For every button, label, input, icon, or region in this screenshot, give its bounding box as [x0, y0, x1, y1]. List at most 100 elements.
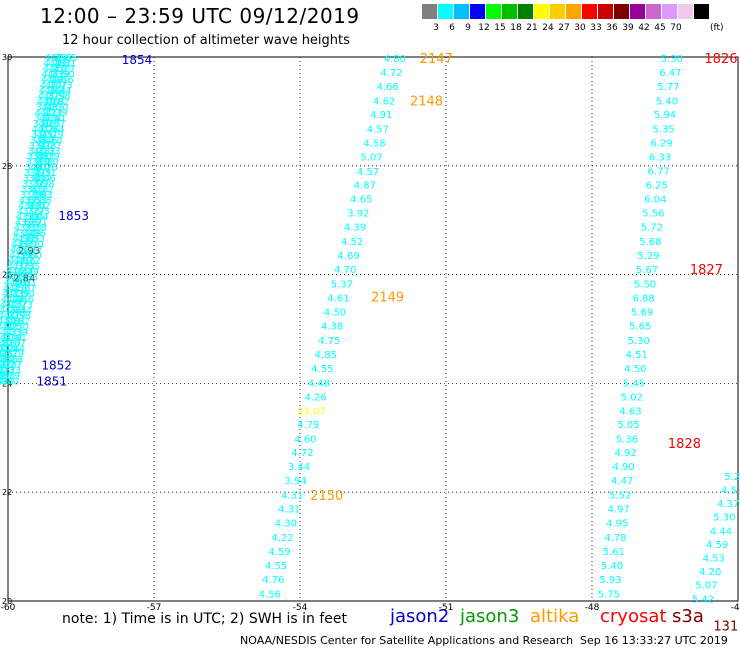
jason2-swh-value: 4.26: [35, 163, 57, 174]
altika-swh-value: 4.55: [265, 561, 287, 572]
altika-swh-value: 4.69: [338, 251, 360, 262]
scale-swatch: [438, 4, 453, 19]
jason2-swh-value: 4.73: [12, 261, 34, 272]
x-tick-label: -48: [585, 603, 600, 613]
cryosat-swh-value: 5.52: [609, 490, 631, 501]
jason2-swh-value: 3.93: [32, 152, 54, 163]
jason2-swh-value: 4.44: [6, 267, 28, 278]
jason2-gray-value: 2.93: [18, 246, 40, 257]
scale-label: 9: [465, 23, 471, 33]
s3a-swh-value: 5.07: [695, 581, 717, 592]
jason2-swh-value: 4.41: [5, 333, 27, 344]
jason2-swh-value: 4.02: [30, 163, 52, 174]
cryosat-swh-value: 4.50: [624, 364, 646, 375]
legend-item-jason2: jason2: [390, 606, 450, 627]
scale-swatch: [518, 4, 533, 19]
scale-swatch: [646, 4, 661, 19]
s3a-swh-value: 4.20: [699, 567, 721, 578]
altika-swh-value: 4.30: [275, 519, 297, 530]
jason2-swh-value: 3.78: [25, 223, 47, 234]
altika-swh-value: 4.58: [363, 138, 385, 149]
altika-swh-value: 4.59: [268, 547, 290, 558]
jason2-swh-value: 4.77: [17, 207, 39, 218]
s3a-swh-value: 5.30: [713, 513, 735, 524]
altika-swh-value: 4.22: [271, 533, 293, 544]
jason2-swh-value: 4.81: [54, 58, 76, 69]
jason2-swh-value: 4.19: [1, 294, 23, 305]
scale-label: 42: [638, 23, 650, 33]
scale-label: 33: [590, 23, 602, 33]
jason2-swh-value: 3.72: [22, 179, 44, 190]
jason2-swh-value: 4.33: [0, 327, 22, 338]
jason2-swh-value: 4.66: [15, 218, 37, 229]
cryosat-swh-value: 5.05: [617, 420, 639, 431]
jason2-swh-value: 3.72: [20, 218, 42, 229]
scale-label: 21: [526, 23, 538, 33]
cryosat-swh-value: 4.95: [606, 519, 628, 530]
jason2-swh-value: 3.80: [20, 250, 42, 261]
jason2-swh-value: 4.12: [0, 366, 16, 377]
jason2-swh-value: 4.50: [14, 250, 36, 261]
x-tick-label: -57: [147, 603, 162, 613]
jason2-swh-value: 4.77: [15, 245, 37, 256]
scale-swatch: [566, 4, 581, 19]
jason2-swh-value: 4.26: [0, 305, 21, 316]
jason2-time-label: 1851: [37, 375, 68, 389]
jason2-swh-value: 4.29: [5, 272, 27, 283]
jason2-swh-value: 4.12: [33, 146, 55, 157]
page-subtitle: 12 hour collection of altimeter wave hei…: [62, 33, 350, 48]
jason2-swh-value: 3.88: [31, 157, 53, 168]
cryosat-swh-value: 4.63: [619, 407, 641, 418]
footer-note: note: 1) Time is in UTC; 2) SWH is in fe…: [62, 611, 348, 627]
jason2-swh-value: 4.44: [10, 305, 32, 316]
jason2-swh-value: 4.58: [10, 272, 32, 283]
jason2-gray-value: 2.84: [13, 273, 35, 284]
scale-swatch: [422, 4, 437, 19]
jason2-swh-value: 3.86: [27, 152, 49, 163]
jason2-swh-value: 4.19: [0, 333, 22, 344]
jason2-swh-value: 3.80: [21, 212, 43, 223]
cryosat-swh-value: 5.02: [621, 392, 643, 403]
jason2-swh-value: 3.98: [36, 102, 58, 113]
jason2-swh-value: 3.85: [18, 261, 40, 272]
s3a-swh-value: 5.42: [692, 594, 714, 605]
jason2-swh-value: 3.90: [25, 163, 47, 174]
jason2-swh-value: 4.19: [0, 371, 20, 382]
jason2-swh-value: 3.83: [26, 157, 48, 168]
jason2-swh-value: 4.10: [0, 338, 21, 349]
jason2-swh-value: 3.88: [33, 119, 55, 130]
altika-special-value: 21.07: [297, 407, 326, 418]
jason2-swh-value: 4.29: [43, 91, 65, 102]
jason2-swh-value: 4.06: [33, 174, 55, 185]
jason2-time-label: 1853: [58, 209, 89, 223]
cryosat-swh-value: 5.69: [631, 308, 653, 319]
jason2-swh-value: 4.33: [0, 366, 21, 377]
altika-swh-value: 5.07: [360, 153, 382, 164]
jason2-swh-value: 4.62: [49, 58, 71, 69]
jason2-swh-value: 4.37: [7, 261, 29, 272]
jason2-swh-value: 3.79: [20, 190, 42, 201]
jason2-swh-value: 4.31: [38, 91, 60, 102]
jason2-swh-value: 3.83: [23, 234, 45, 245]
footer-date: Sep 16 13:33:27 UTC 2019: [580, 634, 728, 647]
altika-swh-value: 3.44: [288, 462, 310, 473]
jason2-swh-value: 4.26: [39, 86, 61, 97]
jason2-swh-value: 3.88: [0, 338, 15, 349]
x-tick-label: -54: [293, 603, 308, 613]
altika-swh-value: 5.37: [331, 279, 353, 290]
altika-swh-value: 4.72: [380, 68, 402, 79]
altika-time-label: 2147: [420, 52, 453, 67]
jason2-swh-value: 4.77: [53, 64, 75, 75]
jason2-swh-value: 4.44: [11, 267, 33, 278]
jason2-swh-value: 3.77: [24, 168, 46, 179]
jason2-swh-value: 4.29: [45, 53, 67, 64]
jason2-swh-value: 4.50: [13, 289, 35, 300]
jason2-swh-value: 4.10: [36, 157, 58, 168]
altika-swh-value: 4.76: [262, 575, 284, 586]
cryosat-time-label: 1828: [668, 437, 701, 452]
jason2-swh-value: 4.50: [10, 245, 32, 256]
jason2-swh-value: 3.90: [23, 201, 45, 212]
jason2-swh-value: 4.12: [32, 185, 54, 196]
altika-swh-value: 4.75: [318, 336, 340, 347]
jason2-swh-value: 4.44: [44, 86, 66, 97]
